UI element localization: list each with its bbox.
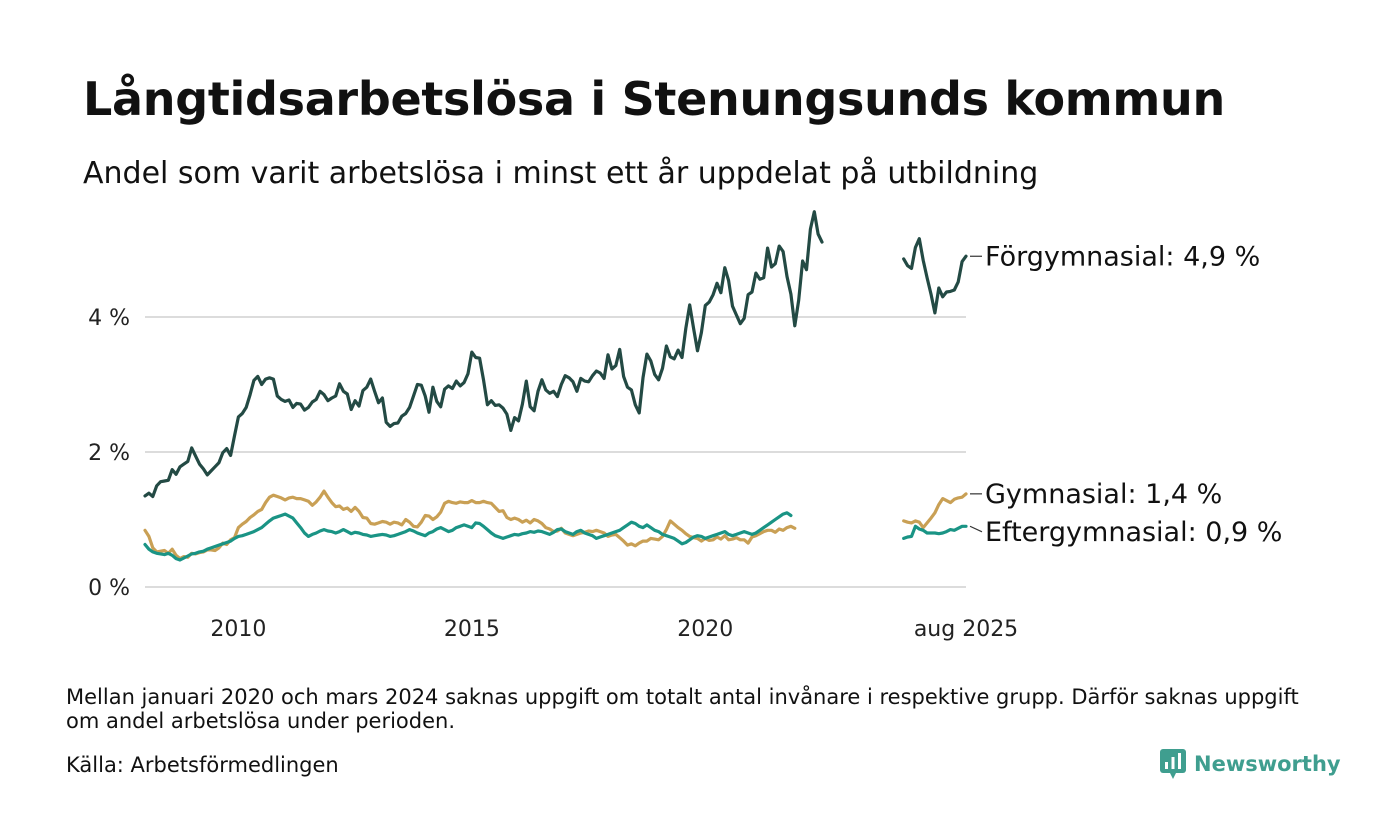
series-end-labels: Förgymnasial: 4,9 % Gymnasial: 1,4 % Efter… bbox=[969, 241, 1282, 548]
series-end-label-gymnasial: Gymnasial: 1,4 % bbox=[985, 479, 1222, 510]
line-chart: 0 % 2 % 4 % 2010 2015 2020 aug 2025 Förgymnas… bbox=[88, 210, 1282, 642]
series-line-eftergymnasial bbox=[902, 524, 968, 541]
brand-name: Newsworthy bbox=[1194, 752, 1341, 776]
series-line-forgymnasial bbox=[902, 237, 968, 315]
series-line-gymnasial bbox=[143, 489, 797, 561]
newsworthy-logo-icon bbox=[1160, 749, 1186, 779]
x-axis-ticks: 2010 2015 2020 aug 2025 bbox=[210, 617, 1018, 642]
x-tick-label: aug 2025 bbox=[914, 617, 1018, 642]
y-axis-ticks: 0 % 2 % 4 % bbox=[88, 306, 130, 601]
chart-title: Långtidsarbetslösa i Stenungsunds kommun bbox=[83, 72, 1225, 126]
series-line-gymnasial bbox=[902, 492, 968, 530]
series-line-forgymnasial bbox=[143, 210, 824, 499]
series-end-label-forgymnasial: Förgymnasial: 4,9 % bbox=[985, 241, 1260, 272]
series-line-eftergymnasial bbox=[143, 511, 793, 562]
y-tick-label: 4 % bbox=[88, 306, 130, 331]
source-note: Källa: Arbetsförmedlingen bbox=[66, 753, 339, 777]
gridlines bbox=[145, 316, 966, 588]
x-tick-label: 2010 bbox=[210, 617, 266, 642]
label-leader-eftergymnasial bbox=[969, 525, 983, 533]
series-lines bbox=[143, 210, 968, 562]
x-tick-label: 2020 bbox=[677, 617, 733, 642]
footnote: Mellan januari 2020 och mars 2024 saknas… bbox=[66, 685, 1299, 733]
brand-logo[interactable]: Newsworthy bbox=[1160, 749, 1341, 779]
series-end-label-eftergymnasial: Eftergymnasial: 0,9 % bbox=[985, 517, 1282, 548]
y-tick-label: 0 % bbox=[88, 576, 130, 601]
chart-subtitle: Andel som varit arbetslösa i minst ett å… bbox=[83, 156, 1039, 191]
y-tick-label: 2 % bbox=[88, 441, 130, 466]
x-tick-label: 2015 bbox=[444, 617, 500, 642]
